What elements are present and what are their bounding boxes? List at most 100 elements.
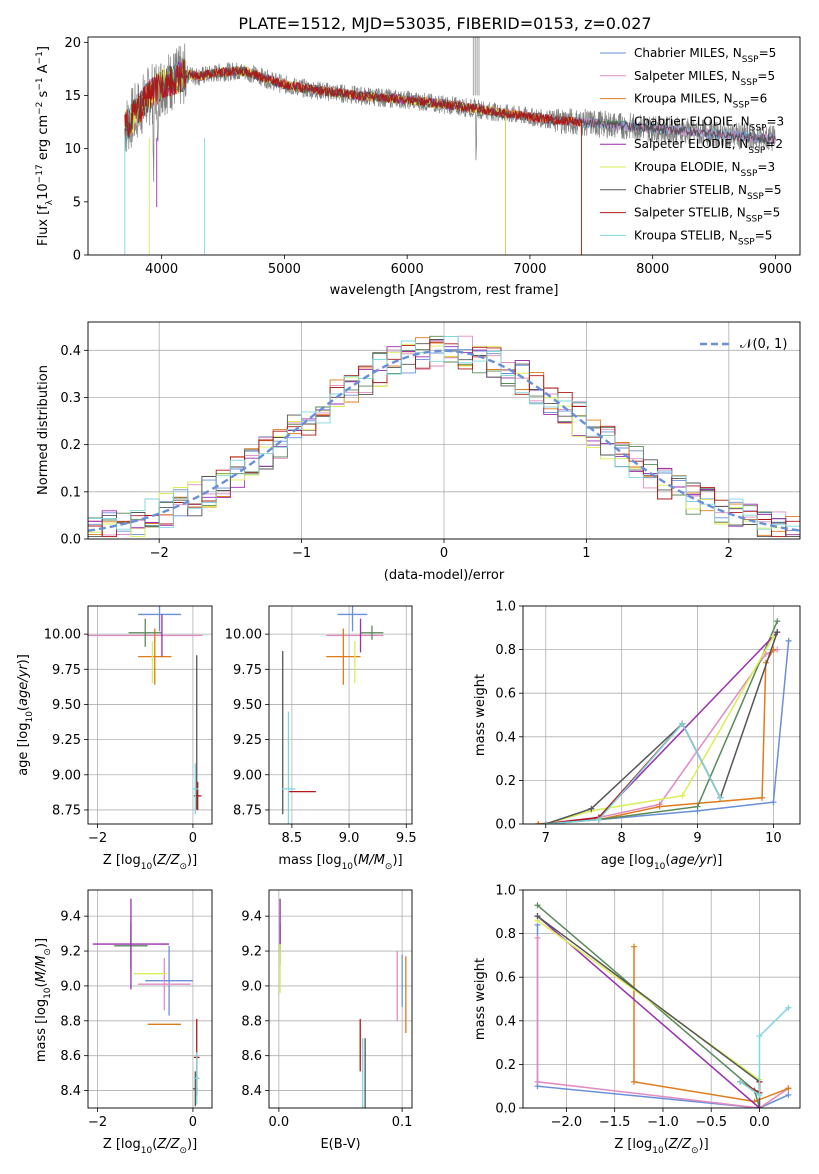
- label-part: =6: [750, 92, 768, 106]
- label-part: ]: [36, 46, 51, 51]
- label-part: )]: [187, 853, 197, 868]
- label-part: =3: [766, 114, 784, 128]
- label-part: SSP: [741, 169, 758, 179]
- x-tick-label: −2: [150, 546, 169, 561]
- weight-marker: [785, 1004, 792, 1011]
- x-tick-label: 0.1: [392, 1115, 413, 1130]
- y-tick-label: 0.2: [495, 774, 516, 789]
- x-tick-label: 4000: [145, 262, 178, 277]
- x-tick-label: 9: [693, 831, 701, 846]
- x-tick-label: 10: [765, 831, 782, 846]
- y-tick-label: 20: [64, 36, 81, 51]
- legend-label: Kroupa ELODIE, NSSP=3: [634, 160, 775, 179]
- y-tick-label: 9.25: [233, 733, 262, 748]
- label-part: SSP: [742, 55, 759, 65]
- axes-frame: [87, 889, 213, 1109]
- label-part: Chabrier STELIB, N: [634, 183, 747, 197]
- axes-frame: [268, 889, 413, 1109]
- residual-histogram: [88, 336, 800, 530]
- label-part: Kroupa STELIB, N: [634, 228, 738, 242]
- y-tick-label: 0.2: [60, 438, 81, 453]
- weight-line: [536, 938, 789, 1108]
- label-part: ⊙: [179, 862, 187, 872]
- x-tick-label: 9.5: [396, 831, 417, 846]
- y-tick-label: 0.0: [495, 1102, 516, 1117]
- y-tick-label: 9.0: [241, 979, 262, 994]
- label-part: Salpeter STELIB, N: [634, 206, 746, 220]
- y-tick-label: 10.00: [225, 628, 262, 643]
- chart-spectrum: 4000 5000 6000 7000 8000 9000 0 5 10 15 20 Chabrier…: [35, 36, 801, 298]
- legend-label: Kroupa MILES, NSSP=6: [634, 92, 767, 111]
- legend-label: Salpeter MILES, NSSP=5: [634, 69, 775, 88]
- label-part: )]: [699, 1137, 709, 1152]
- y-tick-label: 9.00: [52, 768, 81, 783]
- x-axis-label: Z [log10(Z/Z⊙)]: [103, 853, 197, 872]
- y-tick-label: 8.8: [241, 1014, 262, 1029]
- x-tick-label: 0: [189, 1115, 197, 1130]
- weight-line: [739, 1007, 789, 1097]
- y-tick-label: 0.2: [495, 1058, 516, 1073]
- model-spectrum: [124, 59, 582, 255]
- y-tick-label: 8.4: [241, 1084, 262, 1099]
- label-part: (: [665, 853, 670, 868]
- label-part: SSP: [750, 123, 767, 133]
- legend-label: 𝒩(0, 1): [740, 337, 787, 352]
- weight-marker: [694, 803, 701, 810]
- weight-marker: [656, 803, 663, 810]
- gaussian-curve: [88, 349, 800, 532]
- label-part: ⊙: [179, 1146, 187, 1156]
- label-part: age [log: [601, 853, 654, 868]
- weight-marker: [756, 1091, 763, 1098]
- label-part: −17: [35, 164, 45, 183]
- y-tick-label: 8.75: [52, 803, 81, 818]
- weight-marker: [542, 821, 549, 824]
- weight-marker: [679, 720, 686, 727]
- label-part: −1: [35, 77, 45, 90]
- label-part: 10: [43, 987, 53, 999]
- label-part: Kroupa MILES, N: [634, 92, 733, 106]
- label-part: Z/Z: [156, 853, 180, 868]
- weight-marker: [534, 1078, 541, 1085]
- weight-marker: [774, 618, 781, 625]
- weight-marker: [756, 1033, 763, 1040]
- y-tick-label: 8.6: [241, 1049, 262, 1064]
- y-tick-label: 0.6: [495, 687, 516, 702]
- x-tick-label: −2: [88, 831, 107, 846]
- y-tick-label: 9.50: [233, 698, 262, 713]
- weight-marker: [774, 629, 781, 636]
- weight-line: [538, 640, 790, 824]
- label-part: age/yr: [16, 663, 31, 706]
- y-tick-label: 0.4: [495, 730, 516, 745]
- y-tick-label: 9.50: [52, 698, 81, 713]
- chart-weight_vs_age: 7 8 9 10 0.0 0.2 0.4 0.6 0.8 1.0 mass weight age [l…: [473, 600, 801, 872]
- plot-area: [88, 606, 203, 815]
- legend-label: Salpeter ELODIE, NSSP=2: [634, 137, 783, 156]
- weight-marker: [759, 794, 766, 801]
- y-axis-label: Normed distribution: [36, 365, 51, 495]
- x-tick-label: 1: [582, 546, 590, 561]
- label-part: Z [log: [103, 1137, 141, 1152]
- label-part: 10: [141, 862, 153, 872]
- label-part: =2: [765, 137, 783, 151]
- label-part: Chabrier MILES, N: [634, 46, 742, 60]
- x-axis-label: E(B-V): [320, 1137, 360, 1152]
- label-part: =5: [763, 206, 781, 220]
- y-tick-label: 0.8: [495, 643, 516, 658]
- plot-area: [92, 898, 200, 1107]
- label-part: mass [log: [278, 853, 341, 868]
- label-part: ⊙: [43, 948, 53, 956]
- axes-frame: [87, 321, 801, 540]
- label-part: M/M: [358, 853, 385, 868]
- y-axis-label: Flux [fλ10−17 erg cm−2 s−1 A−1]: [35, 46, 55, 246]
- weight-line: [545, 631, 778, 824]
- label-part: 10: [652, 1146, 664, 1156]
- weight-line: [545, 631, 778, 824]
- label-part: 10: [342, 862, 354, 872]
- y-tick-label: 8.4: [60, 1084, 81, 1099]
- axes-frame: [87, 605, 213, 825]
- label-part: Z/Z: [156, 1137, 180, 1152]
- y-tick-label: 9.00: [233, 768, 262, 783]
- y-tick-label: 8.6: [60, 1049, 81, 1064]
- label-part: =3: [757, 160, 775, 174]
